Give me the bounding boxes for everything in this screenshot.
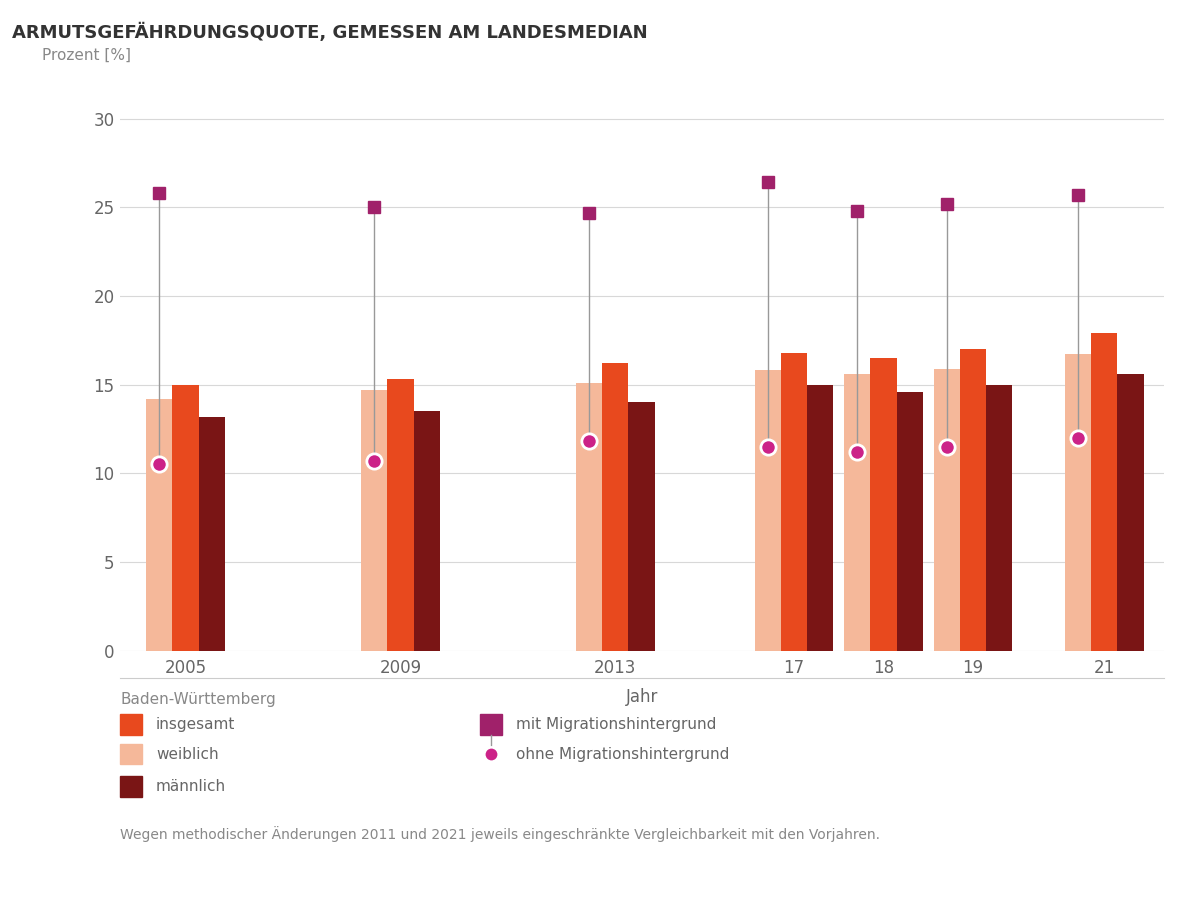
Bar: [896, 391, 923, 651]
X-axis label: Jahr: Jahr: [626, 689, 658, 706]
Text: Baden-Württemberg: Baden-Württemberg: [120, 692, 276, 707]
Text: Prozent [%]: Prozent [%]: [42, 48, 131, 63]
Text: männlich: männlich: [156, 779, 226, 794]
Bar: [986, 385, 1013, 651]
Bar: [173, 385, 199, 651]
Bar: [808, 385, 834, 651]
Text: ohne Migrationshintergrund: ohne Migrationshintergrund: [516, 747, 730, 761]
Bar: [576, 383, 602, 651]
Text: insgesamt: insgesamt: [156, 717, 235, 732]
Text: Wegen methodischer Änderungen 2011 und 2021 jeweils eingeschränkte Vergleichbark: Wegen methodischer Änderungen 2011 und 2…: [120, 826, 880, 842]
Bar: [845, 374, 870, 651]
Bar: [629, 402, 654, 651]
Bar: [960, 349, 986, 651]
Bar: [755, 370, 781, 651]
Bar: [388, 379, 414, 651]
Bar: [1064, 354, 1091, 651]
Bar: [361, 390, 388, 651]
Bar: [1117, 374, 1144, 651]
Bar: [602, 364, 629, 651]
Bar: [934, 368, 960, 651]
Bar: [781, 353, 808, 651]
Bar: [1091, 333, 1117, 651]
Bar: [199, 416, 224, 651]
Text: mit Migrationshintergrund: mit Migrationshintergrund: [516, 717, 716, 732]
Bar: [870, 358, 896, 651]
Text: weiblich: weiblich: [156, 747, 218, 761]
Bar: [414, 412, 439, 651]
Bar: [146, 399, 173, 651]
Text: ARMUTSGEFÄHRDUNGSQUOTE, GEMESSEN AM LANDESMEDIAN: ARMUTSGEFÄHRDUNGSQUOTE, GEMESSEN AM LAND…: [12, 23, 648, 42]
